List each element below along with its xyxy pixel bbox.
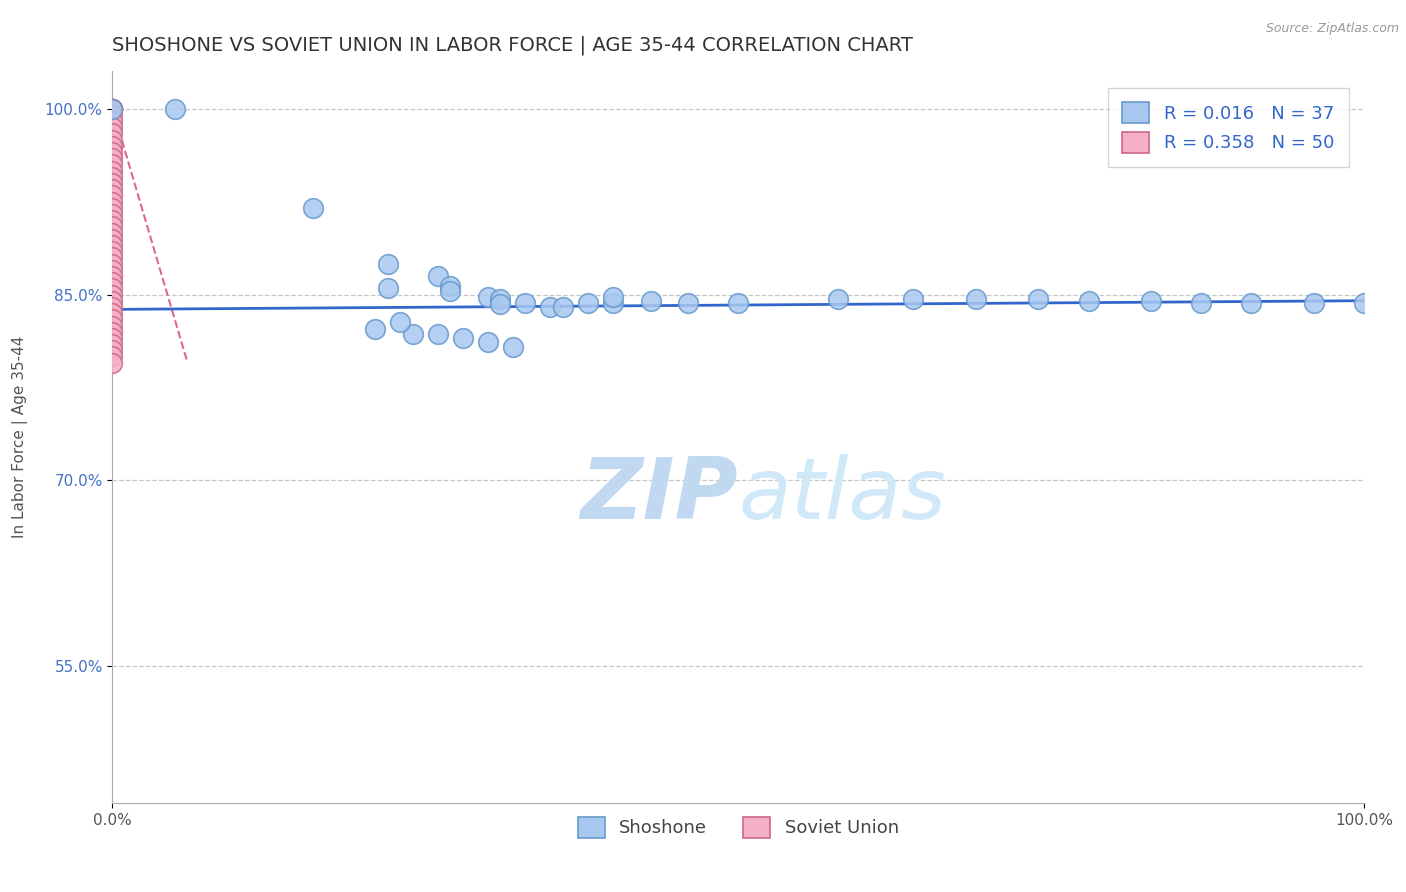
Point [101,312,124,326]
Point [538,300,561,314]
Point [101,356,124,370]
Point [502,340,524,354]
Point [101,176,124,190]
Point [101,194,124,209]
Point [377,256,399,270]
Point [389,315,412,329]
Point [163,102,186,116]
Point [439,284,461,298]
Y-axis label: In Labor Force | Age 35-44: In Labor Force | Age 35-44 [13,336,28,538]
Point [426,268,449,283]
Point [903,293,925,307]
Point [489,293,512,307]
Point [101,287,124,301]
Point [101,226,124,240]
Point [101,102,124,116]
Point [551,300,574,314]
Text: Source: ZipAtlas.com: Source: ZipAtlas.com [1265,22,1399,36]
Point [101,213,124,227]
Point [1077,293,1099,308]
Point [451,331,474,345]
Point [101,219,124,234]
Point [101,207,124,221]
Point [477,290,499,304]
Point [101,169,124,184]
Point [439,278,461,293]
Point [101,102,124,116]
Point [101,293,124,308]
Point [101,120,124,135]
Point [426,327,449,342]
Point [676,296,699,310]
Point [101,268,124,283]
Point [576,296,599,310]
Point [602,290,624,304]
Point [377,281,399,295]
Point [1302,296,1324,310]
Point [101,138,124,153]
Point [101,102,124,116]
Point [364,322,387,336]
Point [1140,293,1163,308]
Point [1240,296,1263,310]
Point [101,275,124,289]
Point [101,262,124,277]
Point [101,244,124,259]
Point [640,293,662,308]
Point [101,102,124,116]
Point [1353,296,1375,310]
Point [101,163,124,178]
Point [101,132,124,146]
Point [101,102,124,116]
Point [101,318,124,333]
Point [101,102,124,116]
Point [101,126,124,140]
Point [1189,296,1212,310]
Point [101,145,124,159]
Point [101,306,124,320]
Point [101,325,124,339]
Point [101,281,124,295]
Point [727,296,749,310]
Point [489,297,512,311]
Point [101,331,124,345]
Point [477,334,499,349]
Point [101,350,124,364]
Point [101,188,124,202]
Point [101,102,124,116]
Point [101,250,124,264]
Text: ZIP: ZIP [581,454,738,537]
Point [101,102,124,116]
Point [965,293,987,307]
Point [101,151,124,165]
Point [101,238,124,252]
Point [602,296,624,310]
Text: atlas: atlas [738,454,946,537]
Point [301,201,323,215]
Point [101,108,124,122]
Point [101,343,124,358]
Point [515,296,537,310]
Point [101,182,124,196]
Legend: Shoshone, Soviet Union: Shoshone, Soviet Union [571,810,905,845]
Point [402,327,425,342]
Point [101,102,124,116]
Point [101,102,124,116]
Point [1028,293,1050,307]
Point [101,256,124,270]
Point [101,337,124,351]
Point [101,114,124,128]
Text: SHOSHONE VS SOVIET UNION IN LABOR FORCE | AGE 35-44 CORRELATION CHART: SHOSHONE VS SOVIET UNION IN LABOR FORCE … [112,36,914,55]
Point [101,201,124,215]
Point [101,232,124,246]
Point [101,300,124,314]
Point [101,157,124,171]
Point [827,293,849,307]
